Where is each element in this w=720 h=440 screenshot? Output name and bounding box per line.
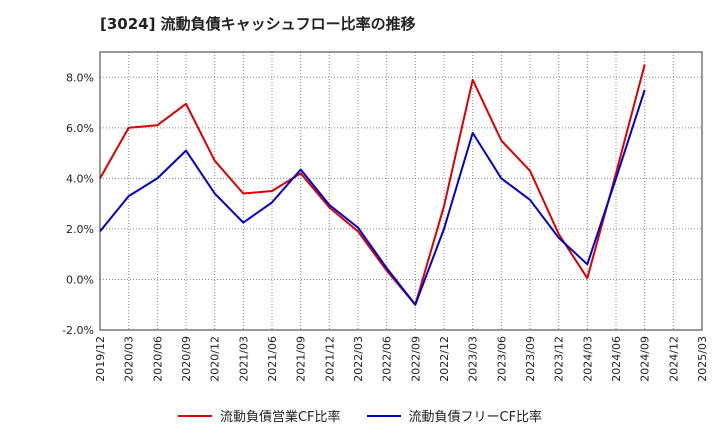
- x-tick-label: 2021/09: [295, 336, 308, 382]
- y-tick-label: 2.0%: [66, 223, 94, 236]
- x-tick-label: 2021/06: [266, 336, 279, 382]
- x-tick-label: 2019/12: [94, 336, 107, 382]
- plot-frame: [99, 51, 703, 331]
- x-tick-label: 2021/03: [237, 336, 250, 382]
- x-tick-label: 2022/06: [381, 336, 394, 382]
- x-tick-label: 2020/12: [209, 336, 222, 382]
- y-tick-label: 6.0%: [66, 122, 94, 135]
- x-tick-label: 2024/09: [639, 336, 652, 382]
- x-tick-label: 2022/12: [438, 336, 451, 382]
- series-line-1: [99, 89, 646, 306]
- series-line-0: [99, 64, 646, 306]
- legend-swatch-free-cf: [366, 414, 401, 417]
- legend-label-free-cf: 流動負債フリーCF比率: [408, 410, 543, 425]
- legend: 流動負債営業CF比率 流動負債フリーCF比率: [0, 406, 720, 425]
- x-tick-label: 2024/03: [581, 336, 594, 382]
- x-tick-label: 2022/09: [409, 336, 422, 382]
- x-tick-label: 2023/12: [553, 336, 566, 382]
- x-tick-label: 2020/03: [123, 336, 136, 382]
- y-tick-label: 0.0%: [66, 273, 94, 286]
- x-tick-label: 2020/09: [180, 336, 193, 382]
- x-tick-label: 2025/03: [696, 336, 709, 382]
- legend-item-op-cf: 流動負債営業CF比率: [177, 406, 341, 425]
- y-tick-label: -2.0%: [62, 324, 94, 337]
- legend-swatch-op-cf: [177, 414, 212, 417]
- x-tick-label: 2020/06: [151, 336, 164, 382]
- x-tick-label: 2024/12: [667, 336, 680, 382]
- legend-label-op-cf: 流動負債営業CF比率: [219, 410, 341, 425]
- y-tick-label: 4.0%: [66, 172, 94, 185]
- x-tick-label: 2023/06: [495, 336, 508, 382]
- y-tick-label: 8.0%: [66, 71, 94, 84]
- x-tick-label: 2023/03: [467, 336, 480, 382]
- x-tick-label: 2022/03: [352, 336, 365, 382]
- x-tick-label: 2024/06: [610, 336, 623, 382]
- x-tick-label: 2021/12: [323, 336, 336, 382]
- x-tick-label: 2023/09: [524, 336, 537, 382]
- legend-item-free-cf: 流動負債フリーCF比率: [366, 406, 543, 425]
- chart-title: [3024] 流動負債キャッシュフロー比率の推移: [100, 15, 416, 33]
